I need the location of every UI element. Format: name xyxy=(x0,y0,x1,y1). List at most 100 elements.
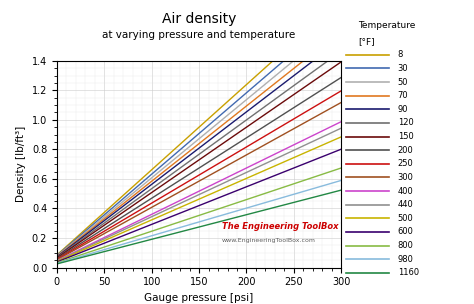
600 xyxy=(294,165,300,169)
980 xyxy=(338,178,344,182)
500 xyxy=(312,147,318,150)
200 xyxy=(294,104,300,108)
Text: www.EngineeringToolBox.com: www.EngineeringToolBox.com xyxy=(222,238,316,243)
30 xyxy=(54,254,60,257)
250 xyxy=(223,157,229,161)
440 xyxy=(294,147,300,151)
600 xyxy=(312,158,318,161)
400 xyxy=(223,176,229,180)
Line: 440: 440 xyxy=(57,128,341,261)
50 xyxy=(223,115,229,118)
200 xyxy=(222,150,228,153)
500 xyxy=(55,259,61,263)
500 xyxy=(54,260,60,263)
Text: 1160: 1160 xyxy=(398,268,419,277)
90 xyxy=(222,126,228,130)
8 xyxy=(222,102,228,105)
200 xyxy=(228,146,234,150)
800 xyxy=(312,175,318,179)
300 xyxy=(312,115,318,119)
440 xyxy=(228,178,234,181)
120 xyxy=(222,133,228,137)
Text: 250: 250 xyxy=(398,159,413,168)
300 xyxy=(338,101,344,104)
980 xyxy=(312,186,318,190)
Line: 70: 70 xyxy=(57,31,341,257)
150 xyxy=(54,256,60,260)
400 xyxy=(294,142,300,145)
300 xyxy=(54,258,60,262)
120 xyxy=(54,256,60,259)
800 xyxy=(54,261,60,265)
200 xyxy=(223,149,229,153)
150 xyxy=(312,78,318,82)
300 xyxy=(222,165,228,168)
Text: 90: 90 xyxy=(398,105,408,114)
1160 xyxy=(294,200,300,203)
70 xyxy=(223,120,229,124)
300 xyxy=(294,125,300,129)
600 xyxy=(54,260,60,264)
150 xyxy=(223,139,229,143)
500 xyxy=(294,155,300,158)
120 xyxy=(312,69,318,72)
8 xyxy=(54,253,60,257)
250 xyxy=(294,116,300,119)
Text: 800: 800 xyxy=(398,241,414,250)
500 xyxy=(223,185,229,189)
30 xyxy=(223,108,229,112)
Line: 30: 30 xyxy=(57,11,341,256)
1160 xyxy=(222,218,228,222)
1160 xyxy=(223,218,229,222)
300 xyxy=(55,257,61,261)
Line: 90: 90 xyxy=(57,39,341,257)
Text: Air density: Air density xyxy=(162,12,236,26)
400 xyxy=(338,120,344,123)
600 xyxy=(223,193,229,197)
400 xyxy=(55,258,61,262)
90 xyxy=(54,255,60,259)
250 xyxy=(338,89,344,93)
Text: 440: 440 xyxy=(398,200,413,209)
800 xyxy=(294,181,300,185)
Text: 30: 30 xyxy=(398,64,409,73)
8 xyxy=(55,252,61,256)
150 xyxy=(338,60,344,64)
Y-axis label: Density [lb/ft³]: Density [lb/ft³] xyxy=(16,126,26,202)
70 xyxy=(312,50,318,54)
70 xyxy=(338,29,344,33)
1160 xyxy=(228,217,234,220)
70 xyxy=(55,254,61,257)
Line: 800: 800 xyxy=(57,168,341,263)
250 xyxy=(222,158,228,161)
Text: 50: 50 xyxy=(398,78,408,87)
Line: 980: 980 xyxy=(57,180,341,264)
50 xyxy=(294,57,300,60)
Line: 8: 8 xyxy=(57,0,341,255)
30 xyxy=(55,253,61,257)
120 xyxy=(55,255,61,258)
Line: 200: 200 xyxy=(57,78,341,259)
Text: 980: 980 xyxy=(398,255,414,264)
120 xyxy=(338,49,344,53)
600 xyxy=(228,191,234,195)
8 xyxy=(338,0,344,1)
440 xyxy=(54,259,60,263)
8 xyxy=(294,38,300,41)
1160 xyxy=(338,188,344,192)
30 xyxy=(222,109,228,113)
150 xyxy=(222,140,228,144)
30 xyxy=(338,9,344,13)
200 xyxy=(312,92,318,96)
8 xyxy=(228,97,234,100)
440 xyxy=(55,259,61,262)
Line: 50: 50 xyxy=(57,22,341,256)
980 xyxy=(54,262,60,265)
8 xyxy=(312,22,318,25)
90 xyxy=(55,254,61,258)
440 xyxy=(338,126,344,130)
90 xyxy=(338,37,344,41)
150 xyxy=(294,91,300,95)
500 xyxy=(222,186,228,189)
Text: 120: 120 xyxy=(398,119,413,127)
